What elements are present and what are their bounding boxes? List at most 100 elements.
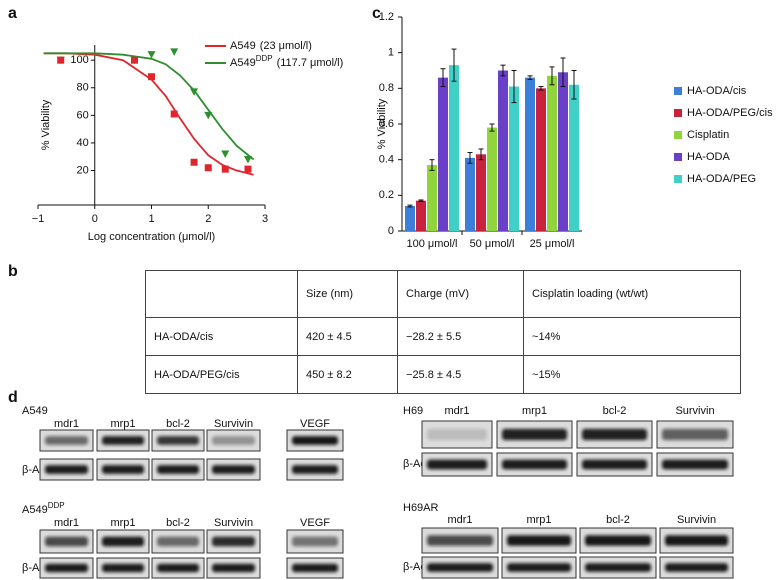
- table-cell: ~15%: [523, 355, 741, 394]
- blot-band: [502, 428, 567, 441]
- gene-label: bcl-2: [603, 405, 627, 417]
- error-bar: [429, 159, 435, 171]
- error-bar: [440, 68, 446, 88]
- bar: [525, 77, 535, 231]
- gene-label: mdr1: [54, 418, 79, 430]
- blot-band: [102, 536, 144, 547]
- bar: [427, 165, 437, 231]
- error-bar: [478, 148, 484, 161]
- blot-band: [582, 459, 647, 470]
- y-tick-label: 0.2: [379, 189, 394, 201]
- blot-band: [45, 436, 88, 445]
- blot-band: [292, 436, 338, 445]
- blot-band: [212, 536, 255, 547]
- x-tick-label: 2: [205, 213, 211, 225]
- legend-name: A549: [230, 57, 256, 69]
- blot-band: [585, 535, 651, 546]
- table-row: HA-ODA/cis 420 ± 4.5 −28.2 ± 5.5 ~14%: [145, 317, 741, 356]
- gene-label: Survivin: [214, 418, 253, 430]
- gene-label: bcl-2: [606, 514, 630, 526]
- panel-label: c: [372, 5, 381, 22]
- y-tick-label: 0.6: [379, 118, 394, 130]
- error-bar: [549, 66, 555, 86]
- blot-band: [427, 428, 487, 441]
- cell-line-label: H69AR: [403, 502, 439, 514]
- blot-band: [292, 465, 338, 474]
- legend-swatch: [674, 131, 682, 139]
- gene-label: mrp1: [110, 418, 135, 430]
- legend-label: Cisplatin: [687, 129, 729, 141]
- error-bar: [538, 86, 544, 91]
- legend-ic50: (23 μmol/l): [260, 40, 312, 52]
- x-axis-label: Log concentration (μmol/l): [88, 231, 215, 243]
- blot-band: [157, 465, 199, 474]
- legend-swatch: [674, 87, 682, 95]
- data-point: [148, 73, 155, 81]
- cell-line-name: A549: [22, 405, 48, 417]
- panel-label: b: [8, 263, 18, 280]
- blot-band: [662, 428, 728, 441]
- bar: [438, 77, 448, 231]
- y-tick-label: 100: [70, 54, 88, 66]
- blot-band: [157, 536, 199, 547]
- property-table: Size (nm) Charge (mV) Cisplatin loading (w…: [145, 270, 741, 394]
- bar: [558, 72, 568, 232]
- data-point: [190, 88, 199, 96]
- row-name: HA-ODA/PEG/cis: [145, 355, 298, 394]
- blot-band: [157, 436, 199, 445]
- table-cell: −25.8 ± 4.5: [397, 355, 525, 394]
- table-body: HA-ODA/cis 420 ± 4.5 −28.2 ± 5.5 ~14% HA-ODA…: [145, 317, 741, 394]
- blot-band: [212, 465, 255, 474]
- error-bar: [511, 70, 517, 104]
- table-header: Size (nm) Charge (mV) Cisplatin loading (w…: [145, 270, 741, 318]
- gene-label: VEGF: [300, 517, 330, 529]
- blot-band: [585, 563, 651, 572]
- bar: [498, 70, 508, 231]
- gene-label: mdr1: [447, 514, 472, 526]
- blot-band: [292, 563, 338, 573]
- legend-ic50: (117.7 μmol/l): [277, 57, 344, 69]
- blot-band: [45, 536, 88, 547]
- error-bar: [560, 57, 566, 88]
- legend-name-sup: DDP: [256, 54, 273, 63]
- row-name: HA-ODA/cis: [145, 317, 298, 356]
- blot-band: [665, 535, 728, 546]
- x-tick-label: 100 μmol/l: [407, 238, 458, 250]
- data-point: [221, 165, 229, 173]
- legend-label: HA-ODA/cis: [687, 85, 747, 97]
- cell-line-name: H69: [403, 405, 423, 417]
- gene-label: bcl-2: [166, 418, 190, 430]
- blot-band: [212, 563, 255, 573]
- bar: [449, 65, 459, 232]
- y-tick-label: 40: [77, 137, 89, 149]
- cell-line-label: A549DDP: [22, 501, 65, 516]
- table-row: HA-ODA/PEG/cis 450 ± 8.2 −25.8 ± 4.5 ~15%: [145, 355, 741, 394]
- error-bar: [527, 75, 533, 80]
- blot-band: [102, 465, 144, 474]
- gene-label: Survivin: [677, 514, 716, 526]
- gene-label: bcl-2: [166, 517, 190, 529]
- blot-band: [45, 465, 88, 474]
- y-axis-label: % Viability: [40, 99, 52, 150]
- blot-band: [157, 563, 199, 573]
- legend-label: HA-ODA/PEG: [687, 173, 756, 185]
- gene-label: Survivin: [675, 405, 714, 417]
- y-axis-label: % Viability: [376, 98, 388, 149]
- legend-name: A549: [230, 40, 256, 52]
- gene-label: mdr1: [54, 517, 79, 529]
- blot-band: [102, 563, 144, 573]
- y-tick-label: 80: [77, 82, 89, 94]
- blot-band: [507, 563, 571, 572]
- y-tick-label: 20: [77, 164, 89, 176]
- table-cell: 420 ± 4.5: [296, 317, 399, 356]
- cell-line-name: A549: [22, 504, 48, 516]
- table-cell: 450 ± 8.2: [296, 355, 399, 394]
- y-tick-label: 1: [388, 47, 394, 59]
- blot-band: [102, 436, 144, 445]
- blot-band: [502, 459, 567, 470]
- gene-label: mrp1: [522, 405, 547, 417]
- blot-band: [662, 459, 728, 470]
- blot-band: [427, 535, 493, 546]
- panel-label: a: [8, 5, 17, 22]
- bar: [487, 127, 497, 231]
